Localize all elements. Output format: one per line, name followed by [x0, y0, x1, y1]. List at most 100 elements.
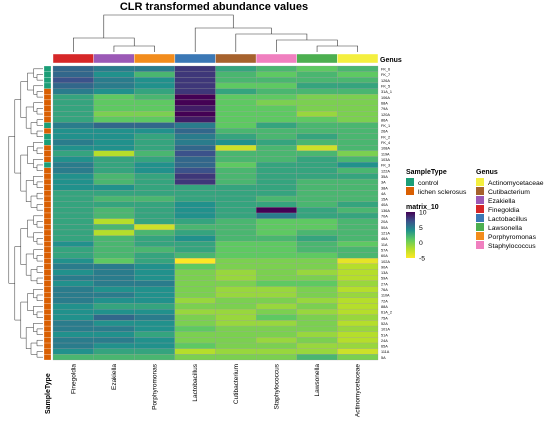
heatmap-cell	[337, 280, 379, 287]
heatmap-cell	[134, 275, 175, 281]
heatmap-cell	[296, 122, 338, 129]
heatmap-cell	[174, 173, 216, 180]
heatmap-cell	[52, 105, 94, 112]
heatmap-cell	[174, 229, 216, 236]
heatmap-cell	[256, 212, 297, 219]
heatmap-cell	[134, 128, 175, 134]
genus-annotation-bar	[52, 53, 379, 64]
heatmap-cell	[256, 297, 297, 304]
heatmap-cell	[52, 303, 94, 310]
heatmap-cell	[256, 150, 297, 157]
dendrogram-branch	[30, 195, 37, 208]
heatmap-cell	[134, 314, 175, 321]
heatmap-cell	[215, 88, 257, 95]
column-label: Lawsonella	[314, 364, 321, 397]
heatmap-cell	[215, 246, 257, 253]
heatmap-cell	[256, 156, 297, 163]
sampletype-annotation-cell	[43, 235, 52, 242]
heatmap-cell	[215, 184, 257, 191]
heatmap-cell	[134, 218, 175, 225]
heatmap-cell	[174, 354, 216, 361]
heatmap-cell	[215, 342, 257, 349]
heatmap-cell	[296, 320, 338, 327]
heatmap-cell	[52, 65, 94, 72]
heatmap-cell	[93, 133, 135, 140]
column-label: Finegoldia	[70, 364, 77, 394]
row-label: 70A	[381, 215, 388, 219]
sampletype-annotation-cell	[43, 88, 52, 95]
heatmap-cell	[52, 195, 94, 202]
heatmap-cell	[52, 94, 94, 101]
heatmap-cell	[134, 263, 175, 270]
heatmap-cell	[296, 331, 338, 338]
genus-annotation-cell	[52, 53, 94, 64]
heatmap-cell	[296, 71, 338, 78]
heatmap-cell	[337, 331, 379, 338]
sampletype-annotation-cell	[43, 207, 52, 214]
dendrogram-branch	[36, 221, 43, 228]
heatmap-cell	[93, 161, 135, 168]
heatmap-cell	[256, 71, 297, 78]
heatmap-cell	[256, 195, 297, 202]
heatmap-cell	[134, 337, 175, 344]
heatmap-cell	[52, 184, 94, 191]
row-label: 40A	[381, 203, 388, 207]
heatmap-cell	[174, 235, 216, 242]
heatmap-cell	[93, 173, 135, 180]
heatmap-cell	[256, 133, 297, 140]
heatmap-cell	[52, 337, 94, 344]
heatmap-cell	[256, 111, 297, 118]
heatmap-cell	[134, 99, 175, 106]
legend-swatch	[406, 187, 414, 195]
heatmap-cell	[215, 145, 257, 151]
heatmap-cell	[296, 275, 338, 281]
column-dendrogram	[73, 14, 358, 52]
heatmap-cell	[52, 246, 94, 253]
heatmap-cell	[134, 241, 175, 248]
heatmap-cell	[93, 280, 135, 287]
heatmap-cell	[174, 246, 216, 253]
sampletype-annotation-cell	[43, 275, 52, 281]
heatmap-cell	[93, 348, 135, 355]
heatmap-cell	[134, 303, 175, 310]
heatmap-cell	[256, 99, 297, 106]
heatmap-cell	[174, 207, 216, 214]
dendrogram-branch	[36, 130, 43, 137]
heatmap-cell	[93, 308, 135, 315]
column-label: Ezakiella	[111, 364, 118, 390]
heatmap-cell	[93, 269, 135, 276]
heatmap-cell	[215, 252, 257, 259]
heatmap-cell	[215, 331, 257, 338]
heatmap-cell	[256, 320, 297, 327]
heatmap-cell	[337, 195, 379, 202]
heatmap-cell	[93, 184, 135, 191]
heatmap-cell	[174, 167, 216, 174]
dendrogram-branch	[33, 323, 43, 332]
dendrogram-branch	[30, 342, 37, 355]
heatmap-cell	[174, 150, 216, 157]
legend-label: Lactobacillus	[488, 216, 528, 223]
heatmap-cell	[215, 105, 257, 112]
heatmap-cell	[215, 325, 257, 332]
dendrogram-branch	[36, 74, 43, 81]
heatmap-cell	[296, 314, 338, 321]
heatmap-cell	[52, 241, 94, 248]
dendrogram-branch	[27, 219, 34, 238]
heatmap-cell	[93, 122, 135, 129]
heatmap-cell	[256, 88, 297, 95]
dendrogram-branch	[36, 181, 43, 188]
heatmap-cell	[134, 161, 175, 168]
heatmap-cell	[52, 190, 94, 197]
genus-annotation-cell	[296, 53, 338, 64]
heatmap-cell	[337, 297, 379, 304]
heatmap-cell	[134, 212, 175, 219]
heatmap-cell	[215, 224, 257, 231]
sampletype-annotation-cell	[43, 82, 52, 89]
heatmap-cell	[174, 145, 216, 151]
heatmap-cell	[215, 320, 257, 327]
row-label: 52A	[381, 322, 388, 326]
dendrogram-branch	[20, 81, 28, 118]
dendrogram-branch	[33, 249, 43, 259]
row-label: 90A	[381, 265, 388, 269]
